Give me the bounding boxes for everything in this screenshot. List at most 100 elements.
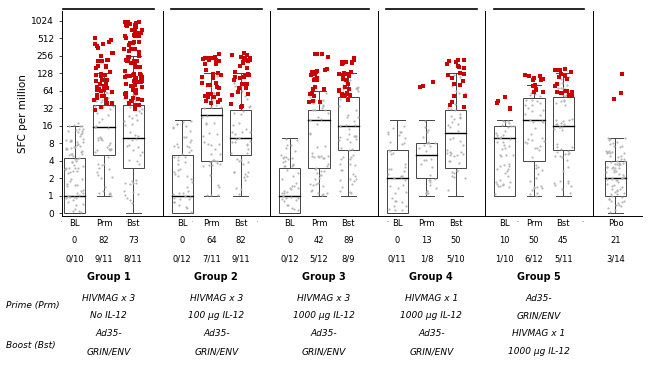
Point xyxy=(130,33,140,39)
Point xyxy=(136,106,146,112)
Point xyxy=(183,196,194,202)
Point xyxy=(614,170,625,176)
Point xyxy=(556,85,566,91)
Point xyxy=(90,35,100,41)
Point xyxy=(228,122,238,128)
Point xyxy=(243,146,253,152)
Point xyxy=(337,91,347,97)
Point xyxy=(229,83,240,89)
Text: Ad35-: Ad35- xyxy=(526,294,552,303)
Point xyxy=(123,19,133,25)
Point xyxy=(306,72,316,77)
Point xyxy=(498,132,508,138)
Text: 82: 82 xyxy=(235,236,246,245)
Point xyxy=(135,79,146,85)
Text: Prm: Prm xyxy=(96,218,112,228)
Point xyxy=(277,196,287,202)
Point xyxy=(399,123,409,129)
Point xyxy=(170,171,181,177)
Point xyxy=(124,157,134,163)
Point xyxy=(124,40,135,46)
Point xyxy=(305,131,315,137)
Point xyxy=(350,162,360,168)
Point xyxy=(136,74,146,80)
Point xyxy=(174,202,185,208)
Point xyxy=(73,165,84,171)
Point xyxy=(616,203,627,209)
Point xyxy=(341,59,352,65)
Point xyxy=(205,151,216,157)
Point xyxy=(307,69,317,75)
Text: 5/10: 5/10 xyxy=(446,254,465,263)
Point xyxy=(238,161,249,166)
Point xyxy=(524,178,535,184)
Point xyxy=(95,58,105,64)
Point xyxy=(197,114,207,120)
Point xyxy=(527,137,537,142)
Point xyxy=(96,70,106,76)
Point xyxy=(336,167,346,173)
Point xyxy=(97,116,108,122)
Point xyxy=(61,145,71,151)
Point xyxy=(448,135,459,141)
Point xyxy=(213,91,223,97)
Point xyxy=(531,193,541,199)
Point xyxy=(318,183,328,189)
Point xyxy=(90,149,100,155)
Point xyxy=(205,142,216,148)
Point xyxy=(181,143,192,149)
Point xyxy=(121,195,132,201)
Point xyxy=(559,86,570,92)
Point xyxy=(447,119,457,125)
Text: 1/8: 1/8 xyxy=(420,254,434,263)
Point xyxy=(95,99,106,105)
Point xyxy=(345,156,355,162)
Point xyxy=(234,158,244,164)
Point xyxy=(305,117,316,123)
Point xyxy=(236,111,246,117)
Point xyxy=(93,86,104,92)
Point xyxy=(212,73,222,79)
Point xyxy=(610,165,620,171)
Point xyxy=(282,203,292,208)
Point xyxy=(201,83,211,89)
Point xyxy=(609,207,619,213)
Point xyxy=(92,93,102,99)
Text: Prm: Prm xyxy=(526,218,542,228)
Point xyxy=(65,138,75,144)
Point xyxy=(508,152,518,158)
Point xyxy=(490,191,500,197)
Point xyxy=(124,42,135,48)
Text: 0: 0 xyxy=(287,236,292,245)
Point xyxy=(316,153,326,159)
Point xyxy=(605,153,615,159)
Point xyxy=(446,151,456,156)
Point xyxy=(76,130,87,136)
Point xyxy=(529,185,540,191)
Point xyxy=(207,158,217,164)
Point xyxy=(107,100,117,106)
Point xyxy=(384,147,394,153)
Point xyxy=(108,50,119,56)
Point xyxy=(60,195,71,201)
Text: 5/12: 5/12 xyxy=(310,254,329,263)
Point xyxy=(503,163,514,169)
Point xyxy=(336,167,347,173)
Point xyxy=(460,93,470,99)
Point xyxy=(554,124,564,130)
Point xyxy=(536,183,546,189)
Point xyxy=(555,153,565,159)
Point xyxy=(103,96,113,101)
Point xyxy=(492,181,502,187)
Point xyxy=(168,124,178,130)
Text: 0: 0 xyxy=(395,236,400,245)
Point xyxy=(424,177,434,183)
Point xyxy=(91,88,102,94)
Point xyxy=(537,185,547,191)
Point xyxy=(185,194,196,200)
Point xyxy=(318,103,328,109)
Point xyxy=(344,93,354,99)
Point xyxy=(312,144,322,150)
Point xyxy=(537,135,548,141)
Point xyxy=(341,79,351,85)
